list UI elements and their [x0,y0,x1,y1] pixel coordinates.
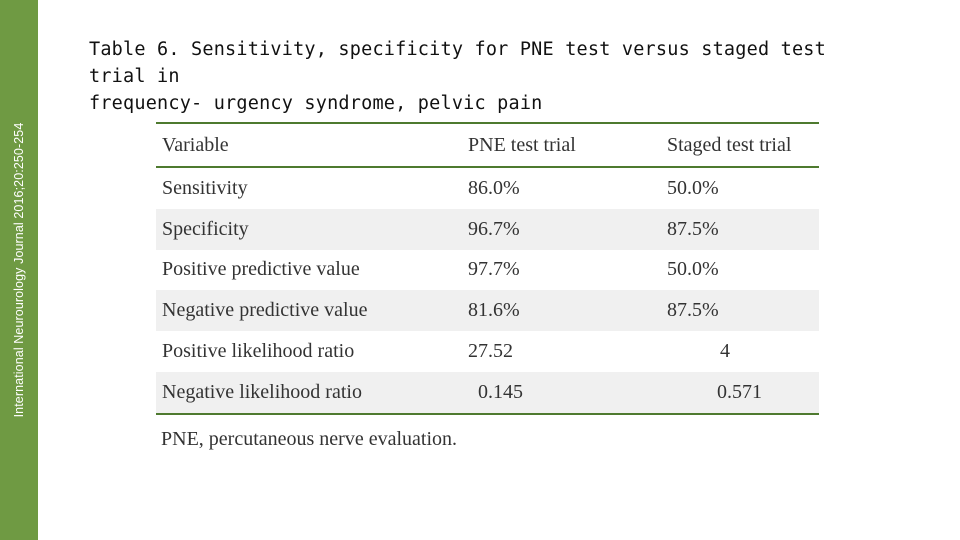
cell-pne: 86.0% [468,176,520,199]
table-row: Specificity 96.7% 87.5% [156,208,819,250]
journal-citation: International Neurourology Journal 2016;… [12,122,26,418]
journal-sidebar: International Neurourology Journal 2016;… [0,0,38,540]
table-footnote: PNE, percutaneous nerve evaluation. [161,428,458,450]
cell-staged: 4 [720,340,730,363]
header-variable: Variable [162,133,229,156]
cell-pne: 96.7% [468,217,520,240]
cell-staged: 0.571 [717,380,762,403]
table-row: Negative predictive value 81.6% 87.5% [156,290,819,332]
cell-variable: Positive likelihood ratio [162,340,355,363]
cell-pne: 81.6% [468,299,520,322]
table-title: Table 6. Sensitivity, specificity for PN… [89,36,889,117]
results-table: Variable PNE test trial Staged test tria… [156,122,819,415]
table-title-line-1: Table 6. Sensitivity, specificity for PN… [89,39,826,87]
table-row: Positive predictive value 97.7% 50.0% [156,250,819,291]
header-staged-test-trial: Staged test trial [667,133,792,156]
table-row: Positive likelihood ratio 27.52 4 [156,331,819,372]
results-table-container: Variable PNE test trial Staged test tria… [156,122,819,415]
cell-staged: 87.5% [667,217,719,240]
cell-pne: 27.52 [468,340,513,363]
cell-staged: 50.0% [667,176,719,199]
table-row: Sensitivity 86.0% 50.0% [156,167,819,209]
cell-variable: Negative likelihood ratio [162,380,362,403]
cell-variable: Specificity [162,217,249,240]
cell-variable: Sensitivity [162,176,248,199]
header-pne-test-trial: PNE test trial [468,133,576,156]
table-title-line-2: frequency- urgency syndrome, pelvic pain [89,93,543,114]
cell-variable: Positive predictive value [162,258,360,281]
cell-pne: 0.145 [478,380,523,403]
cell-staged: 50.0% [667,258,719,281]
table-header-row: Variable PNE test trial Staged test tria… [156,123,819,167]
cell-pne: 97.7% [468,258,520,281]
cell-variable: Negative predictive value [162,299,368,322]
cell-staged: 87.5% [667,299,719,322]
table-row: Negative likelihood ratio 0.145 0.571 [156,371,819,414]
